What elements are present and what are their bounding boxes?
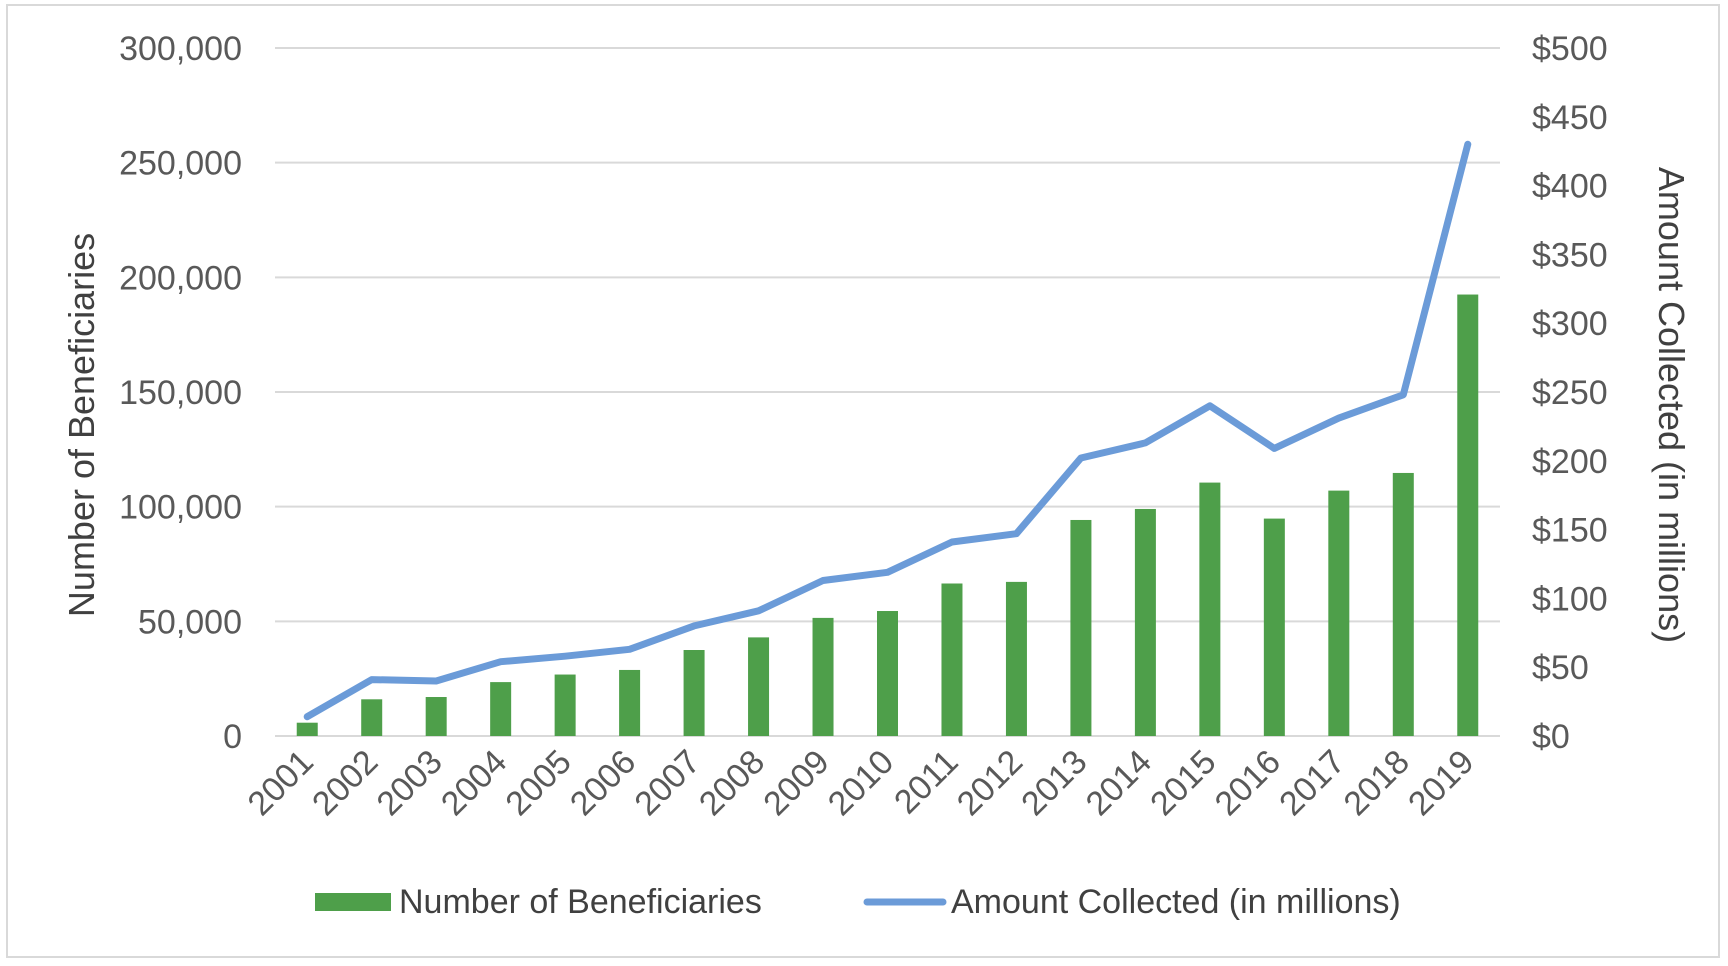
x-tick-label: 2009: [756, 743, 836, 823]
right-tick-label: $450: [1532, 99, 1608, 137]
bar-2018: [1392, 472, 1414, 736]
x-tick-label: 2019: [1401, 743, 1481, 823]
right-tick-label: $150: [1532, 512, 1608, 550]
x-tick-label: 2014: [1079, 743, 1159, 823]
bar-2004: [490, 682, 512, 736]
bar-2015: [1199, 482, 1221, 736]
bar-2016: [1263, 518, 1285, 736]
x-tick-label: 2005: [498, 743, 578, 823]
x-tick-label: 2001: [241, 743, 321, 823]
right-axis-title: Amount Collected (in millions): [1651, 167, 1692, 643]
bar-2019: [1457, 294, 1479, 736]
x-tick-label: 2010: [821, 743, 901, 823]
left-tick-label: 250,000: [119, 145, 242, 183]
bar-2007: [683, 650, 705, 736]
bar-2013: [1070, 519, 1092, 736]
bar-2006: [619, 669, 641, 736]
bar-2012: [1005, 581, 1027, 736]
x-tick-label: 2011: [887, 743, 966, 822]
amount-collected-line: [303, 140, 1472, 721]
x-tick-label: 2008: [692, 743, 772, 823]
left-tick-label: 150,000: [119, 374, 242, 412]
left-tick-label: 100,000: [119, 489, 242, 527]
bar-2014: [1134, 508, 1156, 736]
bar-2008: [748, 637, 770, 736]
legend: Number of Beneficiaries Amount Collected…: [315, 883, 1401, 921]
x-tick-label: 2007: [627, 743, 707, 823]
x-tick-label: 2016: [1208, 743, 1288, 823]
legend-bar-swatch: [315, 893, 391, 911]
x-tick-label: 2013: [1014, 743, 1094, 823]
x-tick-label: 2015: [1143, 743, 1223, 823]
legend-line-label: Amount Collected (in millions): [951, 883, 1401, 921]
bar-2001: [296, 722, 318, 736]
x-tick-label: 2003: [369, 743, 449, 823]
x-axis-ticks: 2001200220032004200520062007200820092010…: [241, 743, 1482, 823]
left-axis-title: Number of Beneficiaries: [61, 233, 102, 617]
right-tick-label: $400: [1532, 168, 1608, 206]
x-tick-label: 2006: [563, 743, 643, 823]
right-tick-label: $100: [1532, 580, 1608, 618]
right-tick-label: $350: [1532, 236, 1608, 274]
right-tick-label: $250: [1532, 374, 1608, 412]
left-axis-ticks: 0 50,000 100,000 150,000 200,000 250,000 300,0…: [119, 30, 242, 756]
right-tick-label: $0: [1532, 718, 1570, 756]
left-tick-label: 50,000: [138, 603, 242, 641]
bar-2010: [877, 611, 898, 736]
gridlines: [275, 47, 1500, 737]
left-tick-label: 200,000: [119, 259, 242, 297]
left-tick-label: 0: [223, 718, 242, 756]
right-tick-label: $50: [1532, 649, 1589, 687]
right-tick-label: $500: [1532, 30, 1608, 68]
bar-2002: [361, 699, 383, 736]
right-tick-label: $200: [1532, 443, 1608, 481]
bar-2005: [554, 674, 576, 736]
legend-bar-label: Number of Beneficiaries: [399, 883, 762, 921]
x-tick-label: 2018: [1337, 743, 1417, 823]
bar-2011: [941, 583, 963, 736]
left-tick-label: 300,000: [119, 30, 242, 68]
x-tick-label: 2012: [950, 743, 1030, 823]
beneficiaries-bars: [296, 294, 1479, 736]
bar-2009: [812, 617, 834, 736]
x-tick-label: 2004: [434, 743, 514, 823]
right-tick-label: $300: [1532, 305, 1608, 343]
amount-line-layer: [303, 140, 1472, 721]
right-axis-ticks: $0 $50 $100 $150 $200 $250 $300 $350 $400 $450 $50…: [1532, 30, 1608, 756]
bar-2003: [425, 697, 447, 736]
x-tick-label: 2017: [1272, 743, 1352, 823]
bar-2017: [1328, 490, 1350, 736]
x-tick-label: 2002: [305, 743, 385, 823]
